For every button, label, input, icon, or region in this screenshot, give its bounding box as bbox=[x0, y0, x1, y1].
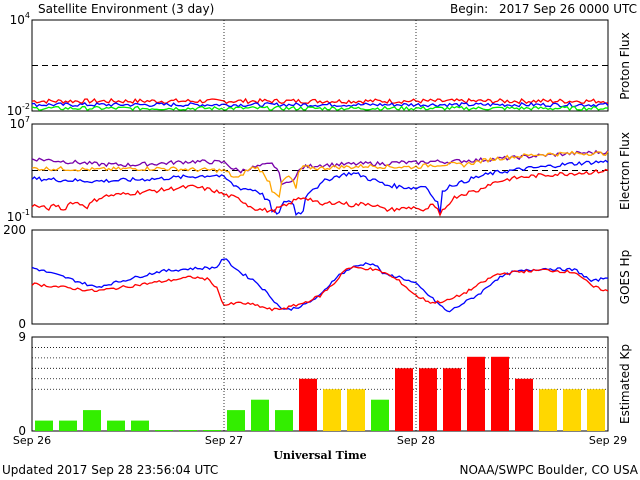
goes-hp-panel: GOES Hp bbox=[31, 229, 632, 325]
kp-ytick-label: 9 bbox=[18, 330, 26, 344]
kp-bar bbox=[467, 356, 485, 431]
kp-bar bbox=[179, 430, 197, 431]
x-tick-sep29: Sep 29 bbox=[589, 434, 627, 447]
kp-bar bbox=[83, 410, 101, 431]
kp-bar bbox=[155, 430, 173, 431]
kp-bar bbox=[107, 420, 125, 431]
kp-bar bbox=[563, 389, 581, 431]
kp-bar bbox=[227, 410, 245, 431]
kp-bar bbox=[419, 368, 437, 431]
kp-bar bbox=[395, 368, 413, 431]
proton-series-0 bbox=[31, 97, 609, 105]
proton-series-1 bbox=[31, 101, 609, 108]
electron-series-2 bbox=[31, 159, 609, 217]
kp-bar bbox=[59, 420, 77, 431]
electron-flux-ylabel: Electron Flux bbox=[618, 132, 632, 210]
kp-ytick-label: 0 bbox=[18, 424, 26, 438]
kp-bar bbox=[275, 410, 293, 431]
kp-bar bbox=[131, 420, 149, 431]
proton-ytick-label: 10-2 bbox=[7, 102, 30, 118]
updated-timestamp: Updated 2017 Sep 28 23:56:04 UTC bbox=[2, 463, 218, 477]
proton-flux-frame bbox=[31, 19, 609, 112]
electron-series-3 bbox=[31, 168, 609, 217]
kp-bar bbox=[323, 389, 341, 431]
kp-bar bbox=[299, 378, 317, 431]
kp-bar bbox=[443, 368, 461, 431]
chart-title: Satellite Environment (3 day) bbox=[38, 2, 214, 16]
goes-hp-ylabel: GOES Hp bbox=[618, 250, 632, 304]
x-tick-sep28: Sep 28 bbox=[397, 434, 435, 447]
hp-ytick-label: 0 bbox=[18, 317, 26, 331]
kp-bar bbox=[371, 399, 389, 431]
x-tick-sep26: Sep 26 bbox=[13, 434, 51, 447]
hp-series-0 bbox=[31, 258, 609, 313]
proton-flux-ylabel: Proton Flux bbox=[618, 32, 632, 99]
kp-bar bbox=[35, 420, 53, 431]
electron-flux-panel: Electron Flux bbox=[31, 123, 632, 218]
begin-label: Begin: bbox=[450, 2, 488, 16]
kp-bar bbox=[251, 399, 269, 431]
kp-bar bbox=[491, 356, 509, 431]
estimated-kp-panel: Estimated Kp bbox=[31, 336, 632, 432]
credit-text: NOAA/SWPC Boulder, CO USA bbox=[460, 463, 639, 477]
proton-ytick-label: 104 bbox=[10, 11, 30, 27]
electron-ytick-label: 107 bbox=[10, 115, 30, 131]
kp-bar bbox=[347, 389, 365, 431]
electron-series-1 bbox=[31, 150, 609, 199]
proton-flux-panel: Proton Flux bbox=[31, 19, 632, 112]
kp-bar bbox=[539, 389, 557, 431]
begin-value: 2017 Sep 26 0000 UTC bbox=[499, 2, 637, 16]
goes-hp-frame bbox=[31, 229, 609, 325]
kp-bar bbox=[515, 378, 533, 431]
hp-ytick-label: 200 bbox=[3, 223, 26, 237]
x-axis-label: Universal Time bbox=[273, 449, 366, 462]
electron-ytick-label: 10-1 bbox=[7, 208, 30, 224]
proton-series-2 bbox=[31, 105, 609, 112]
kp-bar bbox=[587, 389, 605, 431]
estimated-kp-ylabel: Estimated Kp bbox=[618, 344, 632, 424]
kp-bar bbox=[203, 430, 221, 431]
hp-series-1 bbox=[31, 265, 609, 312]
x-tick-sep27: Sep 27 bbox=[205, 434, 243, 447]
